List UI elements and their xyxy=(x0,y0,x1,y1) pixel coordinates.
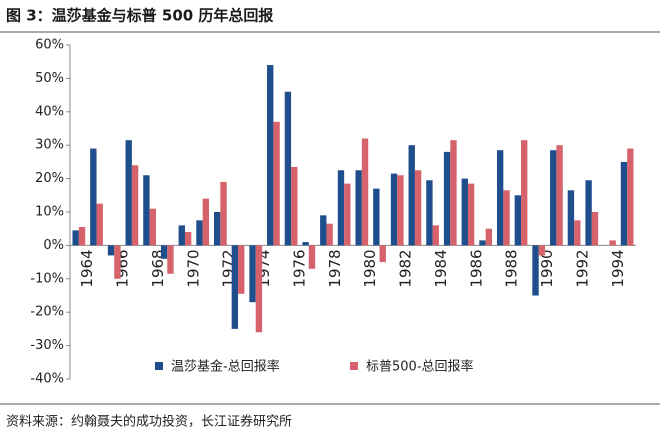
bar xyxy=(131,165,139,246)
y-tick-label: 0% xyxy=(43,238,64,253)
bar xyxy=(78,227,86,246)
x-tick-label: 1964 xyxy=(78,249,96,287)
bar xyxy=(273,121,280,246)
bar xyxy=(361,138,369,246)
x-tick-label: 1976 xyxy=(290,249,308,287)
bar xyxy=(160,245,168,259)
y-tick-label: -20% xyxy=(30,305,64,320)
bar xyxy=(627,148,634,246)
bar xyxy=(373,188,380,246)
y-tick-label: -30% xyxy=(30,338,64,353)
bar xyxy=(355,170,362,246)
bar xyxy=(184,232,192,246)
legend-label: 标普500-总回报率 xyxy=(366,359,474,375)
bar xyxy=(107,245,115,256)
legend-label: 温莎基金-总回报率 xyxy=(171,359,280,375)
bar xyxy=(620,161,628,246)
bar xyxy=(231,245,239,329)
y-tick-label: 30% xyxy=(35,138,64,153)
bar xyxy=(550,150,557,246)
source: 资料来源：约翰聂夫的成功投资，长江证券研究所 xyxy=(6,414,292,430)
bar xyxy=(532,245,539,296)
legend-swatch xyxy=(155,362,163,370)
y-tick-label: 50% xyxy=(35,71,64,86)
bar xyxy=(255,245,263,333)
bar xyxy=(125,140,132,246)
bar xyxy=(114,245,121,279)
bar xyxy=(238,245,245,294)
bar xyxy=(426,180,433,246)
bar xyxy=(443,151,451,246)
bar xyxy=(567,190,575,246)
x-tick-label: 1992 xyxy=(573,249,591,287)
bar xyxy=(326,223,333,246)
bar xyxy=(178,225,185,246)
chart-title: 图 3：温莎基金与标普 500 历年总回报 xyxy=(6,7,273,25)
bar xyxy=(574,220,581,246)
bar xyxy=(249,245,256,303)
bar xyxy=(479,240,486,246)
bar xyxy=(609,240,616,246)
bar xyxy=(320,215,327,246)
bar xyxy=(267,65,274,246)
bar xyxy=(414,170,422,246)
bar xyxy=(408,145,415,246)
x-tick-label: 1988 xyxy=(503,249,521,287)
bar xyxy=(485,228,493,246)
x-tick-label: 1990 xyxy=(538,249,556,287)
bar xyxy=(461,178,468,246)
x-tick-label: 1982 xyxy=(397,249,415,287)
bar xyxy=(390,173,398,246)
bar xyxy=(308,245,316,269)
bar xyxy=(496,150,504,246)
bar xyxy=(90,148,97,246)
y-tick-label: -40% xyxy=(30,372,64,387)
bar xyxy=(538,245,546,256)
x-tick-label: 1970 xyxy=(184,249,202,287)
bar xyxy=(143,175,150,246)
y-tick-label: 10% xyxy=(35,205,64,220)
bar xyxy=(591,212,599,246)
bar xyxy=(467,183,475,246)
bar xyxy=(302,242,309,246)
bar xyxy=(337,170,345,246)
bar xyxy=(220,181,227,246)
bar xyxy=(521,140,528,246)
bar xyxy=(397,175,404,246)
x-tick-label: 1978 xyxy=(326,249,344,287)
legend-swatch xyxy=(350,362,358,370)
bar xyxy=(291,166,298,246)
bar xyxy=(213,212,221,246)
bar xyxy=(202,198,210,246)
bar xyxy=(196,220,203,246)
bar xyxy=(514,195,522,246)
bar xyxy=(450,140,457,246)
bar xyxy=(167,245,174,274)
x-tick-label: 1984 xyxy=(432,249,450,287)
x-tick-label: 1994 xyxy=(609,249,627,287)
x-tick-label: 1980 xyxy=(361,249,379,287)
x-tick-label: 1986 xyxy=(467,249,485,287)
y-tick-label: 60% xyxy=(35,38,64,53)
bar xyxy=(503,190,510,246)
bar xyxy=(432,225,439,246)
bar xyxy=(96,203,103,246)
y-tick-label: 40% xyxy=(35,104,64,119)
bar xyxy=(72,230,79,246)
y-tick-label: -10% xyxy=(30,271,64,286)
x-tick-label: 1968 xyxy=(149,249,167,287)
bar xyxy=(379,245,386,263)
bar xyxy=(149,208,156,246)
y-tick-label: 20% xyxy=(35,171,64,186)
bar xyxy=(344,183,351,246)
bar xyxy=(585,180,592,246)
bar xyxy=(556,145,563,246)
bar xyxy=(284,91,292,246)
